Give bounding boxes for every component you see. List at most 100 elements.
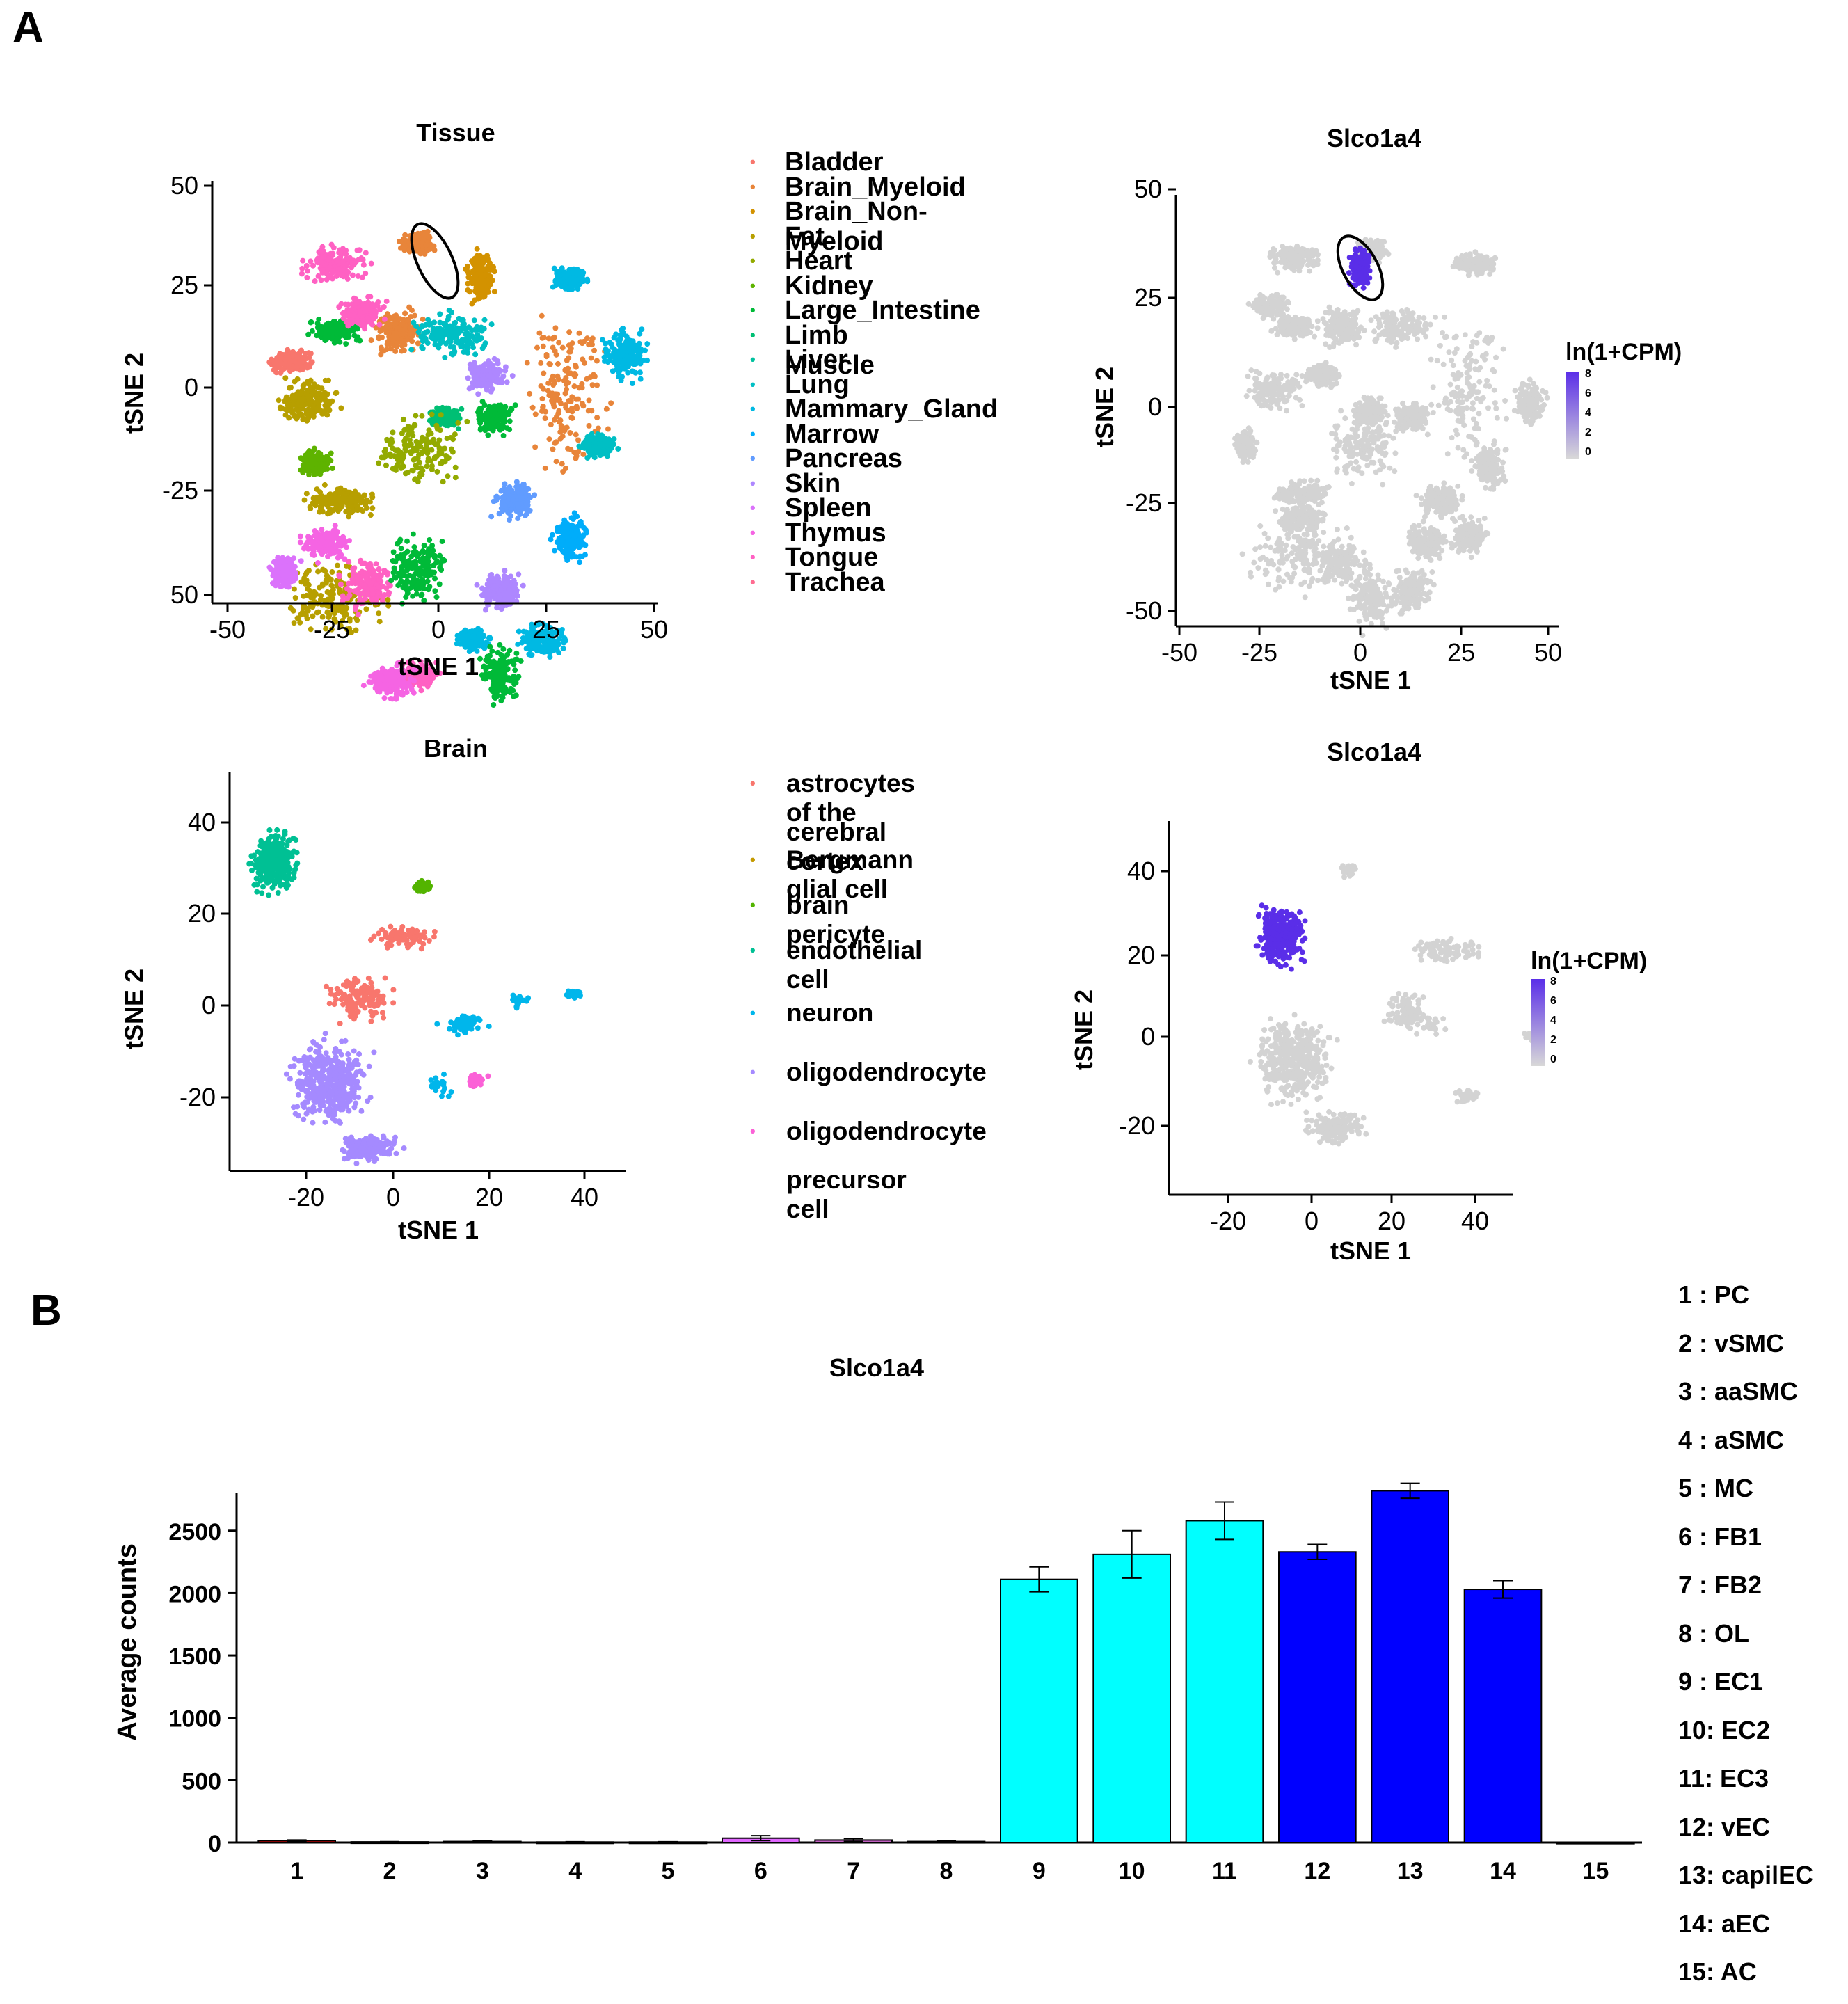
tissue-point bbox=[539, 396, 545, 402]
tissue-point bbox=[289, 566, 295, 573]
tissue-point bbox=[551, 417, 557, 423]
tissue-point bbox=[424, 340, 431, 347]
tissue-point bbox=[453, 339, 459, 345]
tissue-point bbox=[335, 336, 341, 342]
tissue-point bbox=[397, 327, 404, 333]
tissue-point bbox=[353, 627, 359, 633]
tissue-point bbox=[432, 575, 438, 582]
tissue-point bbox=[477, 254, 483, 260]
tissue-point bbox=[299, 398, 305, 404]
tissue-point bbox=[305, 379, 311, 385]
tissue-point bbox=[589, 431, 595, 437]
tissue-point bbox=[336, 587, 342, 593]
tissue-point bbox=[438, 331, 445, 337]
tissue-point bbox=[332, 523, 338, 529]
tissue-point bbox=[491, 583, 497, 589]
tissue-point bbox=[452, 475, 459, 481]
tissue-point bbox=[316, 405, 322, 411]
tissue-point bbox=[602, 438, 608, 445]
tissue-point bbox=[342, 556, 348, 562]
tissue-point bbox=[474, 246, 480, 252]
tissue-point bbox=[568, 405, 575, 411]
tissue-point bbox=[345, 255, 351, 262]
tissue-point bbox=[501, 573, 507, 579]
tissue-point bbox=[413, 438, 420, 445]
tissue-point bbox=[542, 415, 548, 422]
tissue-point bbox=[565, 365, 571, 372]
tissue-point bbox=[300, 405, 306, 411]
tissue-point bbox=[469, 280, 475, 287]
tissue-point bbox=[493, 417, 500, 423]
tissue-point bbox=[456, 315, 462, 321]
tissue-point bbox=[554, 640, 560, 646]
tissue-point bbox=[552, 325, 559, 331]
tissue-point bbox=[573, 455, 579, 461]
tissue-point bbox=[440, 556, 446, 562]
tissue-point bbox=[384, 571, 390, 578]
tissue-point bbox=[428, 458, 434, 464]
tissue-point bbox=[393, 464, 399, 470]
tissue-point bbox=[385, 596, 391, 603]
tissue-point bbox=[319, 527, 325, 533]
tissue-point bbox=[477, 425, 484, 431]
tissue-point bbox=[354, 574, 360, 580]
tissue-point bbox=[368, 679, 374, 685]
tissue-point bbox=[384, 436, 390, 443]
tissue-point bbox=[305, 539, 311, 545]
tissue-point bbox=[330, 268, 336, 274]
tissue-point bbox=[423, 673, 429, 679]
tissue-point bbox=[569, 532, 575, 538]
tissue-point bbox=[344, 586, 350, 592]
tissue-point bbox=[416, 452, 422, 458]
tissue-point bbox=[488, 424, 495, 431]
tissue-point bbox=[312, 527, 318, 534]
tissue-point bbox=[358, 507, 365, 513]
tissue-point bbox=[569, 415, 575, 421]
tissue-point bbox=[581, 541, 587, 548]
tissue-point bbox=[507, 484, 513, 490]
tissue-point bbox=[373, 561, 379, 567]
tissue-point bbox=[429, 543, 436, 549]
tissue-point bbox=[349, 272, 356, 278]
tissue-point bbox=[357, 581, 363, 587]
tissue-point bbox=[618, 331, 624, 337]
tissue-point bbox=[415, 340, 421, 347]
tissue-point bbox=[421, 542, 427, 548]
tissue-point bbox=[328, 250, 334, 257]
tissue-point bbox=[390, 549, 397, 555]
tissue-point bbox=[516, 628, 522, 635]
tissue-point bbox=[423, 242, 429, 248]
tissue-point bbox=[399, 430, 405, 436]
tissue-point bbox=[591, 347, 598, 353]
tissue-point bbox=[273, 369, 280, 376]
tissue-point bbox=[566, 342, 572, 349]
tissue-point bbox=[566, 397, 572, 404]
tissue-point bbox=[369, 586, 375, 592]
tissue-point bbox=[278, 356, 285, 362]
tissue-point bbox=[383, 452, 389, 458]
tissue-point bbox=[605, 426, 611, 432]
tissue-point bbox=[325, 377, 331, 383]
tissue-point bbox=[497, 659, 504, 665]
tissue-point bbox=[412, 456, 418, 463]
tissue-point bbox=[318, 548, 324, 555]
tissue-point bbox=[566, 355, 572, 361]
tissue-point bbox=[345, 508, 351, 514]
tissue-point bbox=[467, 289, 473, 295]
tissue-point bbox=[542, 465, 548, 471]
tissue-point bbox=[332, 491, 338, 497]
tissue-point bbox=[500, 405, 507, 411]
tissue-point bbox=[362, 596, 368, 602]
tissue-point bbox=[425, 558, 431, 564]
tissue-point bbox=[594, 382, 600, 388]
tissue-point bbox=[512, 581, 518, 587]
tissue-point bbox=[408, 347, 415, 353]
tissue-point bbox=[349, 327, 356, 333]
tissue-point bbox=[388, 696, 394, 702]
tissue-point bbox=[360, 683, 367, 689]
tissue-point bbox=[388, 436, 395, 443]
tissue-point bbox=[584, 276, 591, 283]
tissue-point bbox=[407, 325, 413, 331]
tissue-point bbox=[421, 559, 427, 565]
tissue-point bbox=[438, 338, 444, 344]
